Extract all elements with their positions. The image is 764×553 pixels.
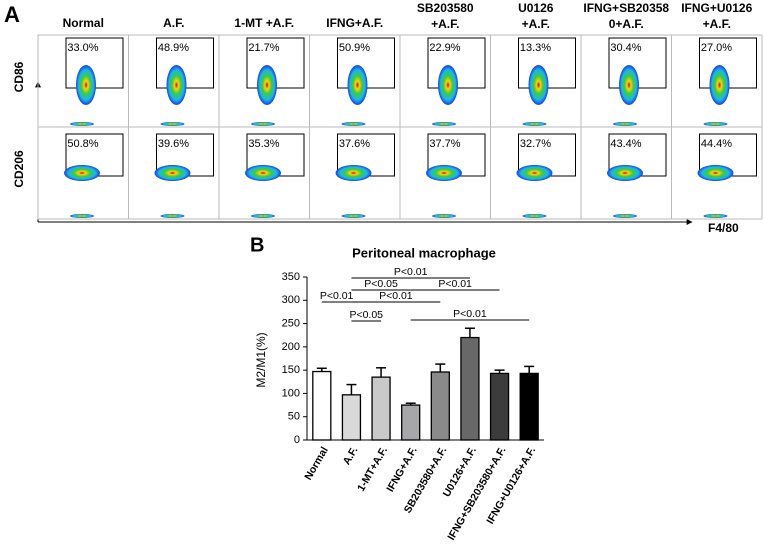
bar [371,376,391,441]
column-header: A.F. [163,16,184,30]
x-axis-label: F4/80 [708,221,739,235]
gate-percentage: 37.6% [339,138,370,150]
panel-label: A [4,2,20,27]
bar [430,371,450,441]
column-header: U0126 [518,1,554,15]
cell-density [245,165,281,181]
cell-density [341,214,366,218]
column-header: SB203580 [417,1,474,15]
column-header: +A.F. [522,17,550,31]
cell-density [607,165,643,181]
bar [519,372,539,441]
column-header: 0+A.F. [609,17,644,31]
cell-density [251,214,275,218]
cell-density [341,122,366,126]
gate-percentage: 13.3% [520,42,551,54]
gate-percentage: 27.0% [701,42,732,54]
gate-percentage: 30.4% [610,42,641,54]
row-label: CD206 [12,150,26,188]
significance-label: P<0.01 [453,308,487,320]
cell-density [251,122,275,126]
cell-density [522,122,547,126]
cell-density [516,165,553,181]
column-header: IFNG+U0126 [681,1,752,15]
gate-percentage: 35.3% [248,138,279,150]
significance-label: P<0.05 [349,309,383,321]
cell-density [438,65,458,105]
gate-percentage: 48.9% [158,42,189,54]
y-tick-label: 0 [294,434,300,446]
cell-density [160,122,185,126]
bar [401,404,421,441]
row-label: CD86 [12,61,26,92]
cell-density [528,65,549,105]
significance-label: P<0.01 [394,266,428,278]
gate-percentage: 39.6% [158,138,189,150]
plot-frame [671,126,763,220]
column-header: IFNG+A.F. [326,16,383,30]
y-tick-label: 50 [288,411,300,423]
cell-density [166,65,187,105]
cell-density [154,165,191,181]
y-tick-label: 100 [282,387,300,399]
significance-label: P<0.01 [438,278,472,290]
column-header: 1-MT +A.F. [234,16,294,30]
cell-density [522,214,547,218]
gate-percentage: 22.9% [429,42,460,54]
column-header: IFNG+SB20358 [583,1,669,15]
gate-percentage: 50.8% [67,138,98,150]
cell-density [335,165,372,181]
cell-density [432,214,456,218]
column-header: Normal [63,16,104,30]
gate-percentage: 32.7% [520,138,551,150]
cell-density [697,165,734,181]
cell-density [426,165,462,181]
chart-title: Peritoneal macrophage [352,245,496,260]
gate-percentage: 33.0% [67,42,98,54]
cell-density [709,65,730,105]
cell-density [76,65,96,105]
y-tick-label: 300 [282,294,300,306]
cell-density [619,65,639,105]
gate-percentage: 21.7% [248,42,279,54]
gate-percentage: 50.9% [339,42,370,54]
column-header: +A.F. [703,17,731,31]
bar [489,372,510,441]
gate-percentage: 43.4% [610,138,641,150]
gate-percentage: 44.4% [701,138,732,150]
significance-label: P<0.05 [364,278,398,290]
bar [341,394,362,441]
cell-density [257,65,277,105]
x-tick-label: Normal [302,445,331,482]
cell-density [64,165,100,181]
cell-density [160,214,185,218]
column-header: +A.F. [431,17,459,31]
y-tick-label: 200 [282,341,300,353]
panel-label: B [250,234,264,256]
cell-density [613,214,637,218]
significance-label: P<0.01 [320,290,354,302]
bar [460,336,480,441]
cell-density [70,214,94,218]
bar [312,370,332,441]
y-tick-label: 250 [282,317,300,329]
x-tick-label: A.F. [341,445,361,467]
significance-label: P<0.01 [379,290,413,302]
cell-density [70,122,94,126]
cell-density [347,65,368,105]
cell-density [432,122,456,126]
y-tick-label: 350 [282,271,300,283]
cell-density [703,122,728,126]
cell-density [613,122,637,126]
y-tick-label: 150 [282,364,300,376]
y-axis-label: M2/M1(%) [254,332,268,387]
gate-percentage: 37.7% [429,138,460,150]
cell-density [703,214,728,218]
